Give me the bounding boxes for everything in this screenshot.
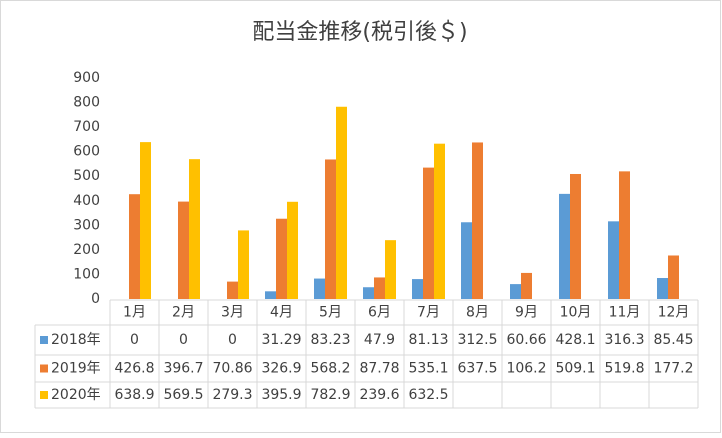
x-tick-label: 3月 — [221, 305, 244, 321]
bar — [374, 277, 385, 299]
x-tick-label: 8月 — [466, 305, 489, 321]
x-tick-label: 5月 — [319, 305, 342, 321]
bar — [238, 230, 249, 299]
x-tick-label: 11月 — [609, 305, 641, 321]
x-tick-label: 10月 — [560, 305, 592, 321]
table-cell: 637.5 — [457, 361, 497, 377]
table-cell: 70.86 — [212, 361, 252, 377]
table-cell: 106.2 — [506, 361, 546, 377]
x-tick-label: 6月 — [368, 305, 391, 321]
table-cell: 519.8 — [604, 361, 644, 377]
legend-key — [40, 336, 48, 344]
bar — [385, 240, 396, 299]
y-tick-label: 0 — [91, 291, 100, 307]
table-cell: 535.1 — [408, 361, 448, 377]
table-cell: 428.1 — [555, 332, 595, 348]
legend-label: 2020年 — [51, 387, 101, 403]
table-cell: 312.5 — [457, 332, 497, 348]
bar — [287, 201, 298, 299]
table-cell: 426.8 — [114, 361, 154, 377]
y-tick-label: 100 — [73, 266, 100, 282]
y-tick-label: 800 — [73, 95, 100, 111]
legend-key — [40, 364, 48, 373]
y-tick-label: 500 — [73, 168, 100, 184]
table-cell: 638.9 — [114, 387, 154, 403]
bar — [657, 278, 668, 299]
bar — [189, 159, 200, 299]
bar — [472, 142, 483, 299]
table-cell: 85.45 — [653, 332, 693, 348]
table-cell: 0 — [228, 332, 237, 348]
bar — [314, 278, 325, 299]
table-cell: 568.2 — [310, 361, 350, 377]
bar — [510, 284, 521, 299]
table-cell: 395.9 — [261, 387, 301, 403]
table-cell: 31.29 — [261, 332, 301, 348]
table-cell: 87.78 — [359, 361, 399, 377]
bar — [178, 201, 189, 299]
y-tick-label: 400 — [73, 193, 100, 209]
bar — [521, 272, 532, 299]
table-cell: 239.6 — [359, 387, 399, 403]
bar — [140, 142, 151, 299]
table-cell: 326.9 — [261, 361, 301, 377]
bar — [570, 173, 581, 299]
bar — [129, 194, 140, 299]
bar — [668, 255, 679, 299]
table-cell: 569.5 — [163, 387, 203, 403]
bar — [619, 171, 630, 299]
chart-title: 配当金推移(税引後＄) — [252, 20, 467, 45]
bar — [276, 218, 287, 299]
table-cell: 83.23 — [310, 332, 350, 348]
legend-label: 2019年 — [51, 361, 101, 377]
bar — [325, 159, 336, 299]
table-cell: 177.2 — [653, 361, 693, 377]
table-cell: 60.66 — [506, 332, 546, 348]
bar — [559, 193, 570, 299]
bar — [608, 221, 619, 299]
x-tick-label: 9月 — [515, 305, 538, 321]
bar — [434, 143, 445, 299]
table-cell: 279.3 — [212, 387, 252, 403]
x-tick-label: 2月 — [172, 305, 195, 321]
bar — [461, 222, 472, 299]
legend-key — [40, 391, 48, 399]
table-cell: 316.3 — [604, 332, 644, 348]
table-cell: 0 — [130, 332, 139, 348]
x-tick-label: 1月 — [123, 305, 146, 321]
x-tick-label: 4月 — [270, 305, 293, 321]
table-cell: 509.1 — [555, 361, 595, 377]
bar — [336, 106, 347, 300]
x-tick-label: 12月 — [658, 305, 690, 321]
bar — [363, 287, 374, 299]
table-cell: 782.9 — [310, 387, 350, 403]
table-cell: 0 — [179, 332, 188, 348]
bar — [412, 279, 423, 299]
table-cell: 396.7 — [163, 361, 203, 377]
y-tick-label: 600 — [73, 144, 100, 160]
table-cell: 47.9 — [364, 332, 395, 348]
x-tick-label: 7月 — [417, 305, 440, 321]
y-tick-label: 200 — [73, 242, 100, 258]
legend-label: 2018年 — [51, 332, 101, 348]
bar — [423, 167, 434, 299]
table-cell: 632.5 — [408, 387, 448, 403]
y-tick-label: 900 — [73, 70, 100, 86]
table-cell: 81.13 — [408, 332, 448, 348]
bar — [265, 291, 276, 299]
y-tick-label: 300 — [73, 217, 100, 233]
y-tick-label: 700 — [73, 119, 100, 135]
bar — [227, 281, 238, 299]
